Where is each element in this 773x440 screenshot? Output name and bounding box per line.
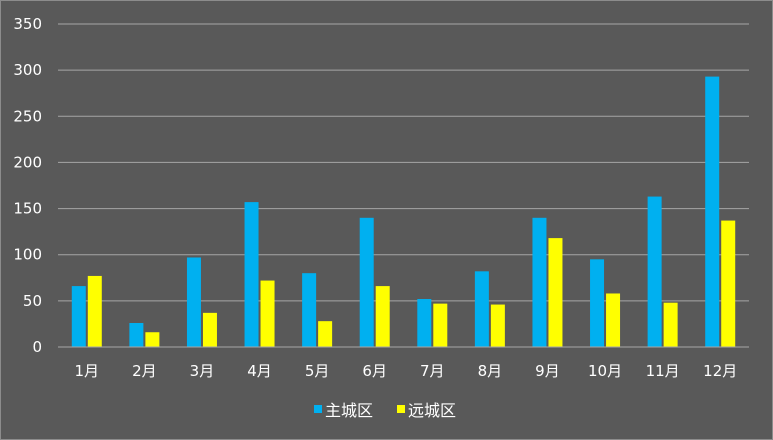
bar-series2 (87, 275, 102, 347)
bar-series1 (129, 323, 144, 347)
bar-series1 (302, 273, 317, 347)
bar-series1 (647, 196, 662, 347)
bar-series2 (260, 280, 275, 347)
x-tick-label: 12月 (703, 362, 737, 380)
y-tick-label: 100 (13, 246, 42, 264)
y-tick-label: 250 (13, 107, 42, 125)
bar-series2 (490, 304, 505, 347)
bar-series1 (474, 271, 489, 347)
bar-series2 (375, 286, 390, 347)
legend-label: 远城区 (408, 401, 456, 420)
y-tick-label: 350 (13, 15, 42, 33)
bar-series2 (202, 312, 217, 347)
x-tick-label: 6月 (362, 362, 387, 380)
gridlines (58, 23, 749, 348)
bar-series1 (705, 76, 720, 348)
bar-series2 (433, 303, 448, 347)
y-tick-label: 150 (13, 200, 42, 218)
x-tick-label: 11月 (646, 362, 680, 380)
bar-series1 (71, 286, 86, 347)
x-tick-label: 3月 (190, 362, 215, 380)
legend-swatch (314, 405, 322, 413)
legend-swatch (397, 405, 405, 413)
bar-series1 (359, 217, 374, 347)
legend-label: 主城区 (325, 401, 373, 420)
x-tick-label: 7月 (420, 362, 445, 380)
bar-series2 (318, 321, 333, 347)
x-tick-label: 10月 (588, 362, 622, 380)
bar-series2 (663, 302, 678, 347)
bar-series1 (186, 257, 201, 347)
bar-series2 (145, 332, 160, 347)
x-tick-label: 5月 (305, 362, 330, 380)
bar-series2 (721, 220, 736, 347)
x-tick-label: 4月 (247, 362, 272, 380)
x-tick-label: 2月 (132, 362, 157, 380)
y-tick-label: 300 (13, 61, 42, 79)
x-tick-label: 9月 (535, 362, 560, 380)
x-tick-label: 1月 (75, 362, 100, 380)
legend: 主城区 远城区 (314, 401, 456, 420)
y-tick-label: 0 (32, 338, 42, 356)
bar-series2 (548, 238, 563, 347)
y-axis-ticks: 0 50 100 150 200 250 300 350 (13, 15, 42, 356)
y-tick-label: 50 (23, 292, 42, 310)
bar-series1 (417, 299, 432, 347)
bar-series1 (532, 217, 547, 347)
x-tick-label: 8月 (478, 362, 503, 380)
bar-series1 (244, 202, 259, 347)
bar-series1 (590, 259, 605, 347)
x-axis-labels: 1月 2月 3月 4月 5月 6月 7月 8月 9月 10月 11月 12月 (75, 362, 738, 380)
y-tick-label: 200 (13, 153, 42, 171)
bars (58, 76, 749, 348)
bar-series2 (606, 293, 621, 347)
